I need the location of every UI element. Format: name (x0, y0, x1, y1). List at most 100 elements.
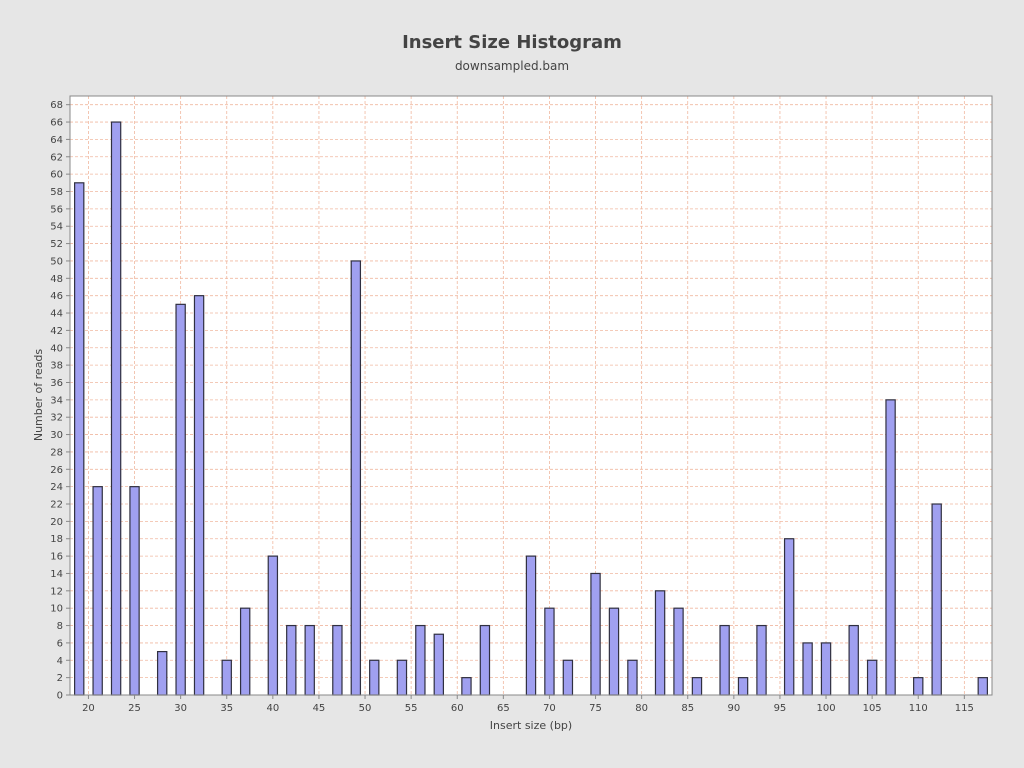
histogram-bar (267, 555, 279, 696)
y-tick-label: 14 (50, 569, 63, 580)
histogram-bar (461, 677, 472, 696)
histogram-bar (590, 572, 601, 696)
x-tick-label: 115 (955, 703, 974, 714)
histogram-bar (239, 607, 251, 696)
x-tick-label: 30 (174, 703, 187, 714)
histogram-bar (110, 121, 122, 696)
plot-border (69, 95, 993, 696)
y-tick-label: 22 (50, 500, 63, 511)
histogram-bar (129, 486, 140, 696)
x-tick-label: 70 (543, 703, 556, 714)
histogram-bar (415, 624, 426, 696)
x-axis-ticks: 20 25 30 35 40 45 50 55 60 65 70 75 80 85 90 95 100 105 11… (82, 695, 974, 714)
x-tick-label: 35 (220, 703, 233, 714)
x-axis-label: Insert size (bp) (490, 719, 572, 732)
y-tick-label: 20 (50, 517, 63, 528)
chart-subtitle: downsampled.bam (455, 59, 569, 73)
histogram-bar (562, 659, 574, 696)
histogram-bar (783, 538, 795, 696)
histogram-bar (654, 590, 666, 696)
x-tick-label: 100 (816, 703, 835, 714)
y-tick-label: 52 (50, 239, 63, 250)
y-tick-label: 30 (50, 430, 63, 441)
histogram-bar (756, 624, 767, 696)
y-tick-label: 50 (50, 256, 63, 267)
histogram-bar (350, 260, 362, 696)
y-tick-label: 62 (50, 152, 63, 163)
histogram-bar (913, 677, 924, 696)
histogram-bar (866, 659, 878, 696)
y-tick-label: 48 (50, 274, 63, 285)
histogram-bar (737, 677, 749, 696)
x-tick-label: 85 (681, 703, 694, 714)
histogram-bar (304, 624, 315, 696)
x-tick-label: 75 (589, 703, 602, 714)
y-tick-label: 24 (50, 482, 63, 493)
x-tick-label: 90 (727, 703, 740, 714)
x-tick-label: 95 (774, 703, 787, 714)
histogram-bar (479, 624, 491, 696)
y-tick-label: 32 (50, 413, 63, 424)
histogram-bar (820, 642, 832, 696)
histogram-bar (156, 650, 168, 696)
histogram-bar (332, 624, 343, 696)
grid-lines (70, 96, 992, 695)
y-tick-label: 10 (50, 604, 63, 615)
x-tick-label: 110 (909, 703, 928, 714)
histogram-bar (433, 633, 445, 696)
y-tick-label: 28 (50, 447, 63, 458)
y-tick-label: 36 (50, 378, 63, 389)
histogram-bar (673, 607, 684, 696)
histogram-bar (74, 182, 85, 696)
histogram-bar (627, 659, 638, 696)
histogram-bar (719, 624, 730, 696)
y-tick-label: 2 (57, 673, 63, 684)
bars (74, 121, 988, 696)
x-tick-label: 65 (497, 703, 510, 714)
histogram-bar (977, 677, 988, 696)
x-tick-label: 55 (405, 703, 418, 714)
histogram-bar (802, 642, 813, 696)
histogram-bar (286, 624, 297, 696)
y-tick-label: 54 (50, 222, 63, 233)
histogram-bar (193, 295, 205, 696)
y-tick-label: 26 (50, 465, 63, 476)
histogram-bar (175, 303, 186, 696)
histogram-bar (885, 399, 896, 696)
y-tick-label: 18 (50, 534, 63, 545)
histogram-bar (221, 659, 232, 696)
y-tick-label: 12 (50, 586, 63, 597)
histogram-bar (691, 677, 703, 696)
y-tick-label: 16 (50, 552, 63, 563)
x-tick-label: 20 (82, 703, 95, 714)
y-tick-label: 42 (50, 326, 63, 337)
x-tick-label: 105 (863, 703, 882, 714)
y-tick-label: 58 (50, 187, 63, 198)
histogram-bar (396, 659, 408, 696)
y-tick-label: 56 (50, 204, 63, 215)
histogram-bar (608, 607, 620, 696)
x-tick-label: 25 (128, 703, 141, 714)
y-tick-label: 38 (50, 361, 63, 372)
y-tick-label: 64 (50, 135, 63, 146)
histogram-bar (525, 555, 537, 696)
x-tick-label: 40 (266, 703, 279, 714)
y-tick-label: 46 (50, 291, 63, 302)
x-tick-label: 45 (313, 703, 326, 714)
histogram-bar (931, 503, 942, 696)
histogram-bar (369, 659, 380, 696)
y-axis-label: Number of reads (32, 349, 45, 442)
histogram-bar (544, 607, 555, 696)
chart-title: Insert Size Histogram (402, 32, 622, 53)
y-tick-label: 60 (50, 170, 63, 181)
y-tick-label: 0 (57, 691, 63, 702)
x-tick-label: 60 (451, 703, 464, 714)
y-tick-label: 66 (50, 118, 63, 129)
histogram-bar (848, 624, 859, 696)
y-tick-label: 8 (57, 621, 63, 632)
x-tick-label: 50 (359, 703, 372, 714)
histogram-bar (92, 486, 103, 696)
y-tick-label: 6 (57, 638, 63, 649)
x-tick-label: 80 (635, 703, 648, 714)
